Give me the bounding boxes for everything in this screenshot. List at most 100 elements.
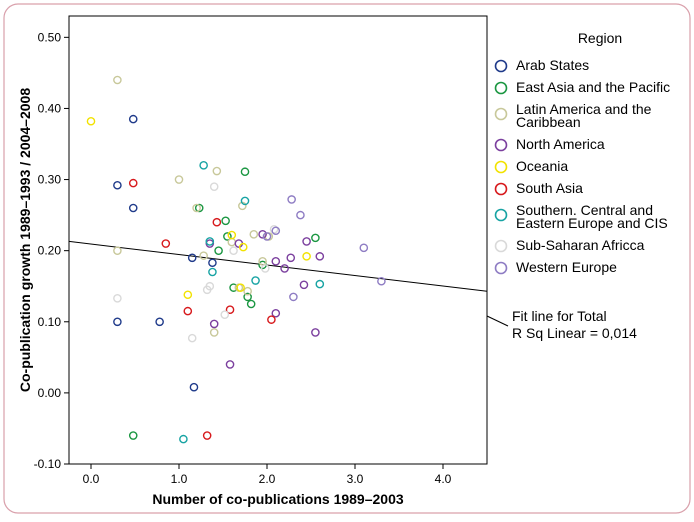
legend-label-7: Sub-Saharan Africca [516,237,645,253]
legend-label-2: Caribbean [516,114,581,130]
fit-line-total [68,240,488,292]
y-tick-label: 0.30 [38,173,62,187]
point-series-3 [271,257,281,266]
x-tick-label: 4.0 [435,472,452,486]
point-series-8 [262,232,272,241]
point-series-2 [192,203,201,213]
point-series-6 [199,161,208,170]
point-series-6 [205,237,215,246]
point-series-1 [243,292,252,302]
point-series-2 [174,175,184,184]
point-series-5 [128,178,138,188]
x-tick-label: 3.0 [347,472,364,486]
x-tick-label: 2.0 [259,472,276,486]
point-series-2 [212,166,222,176]
legend-marker-6 [494,208,508,222]
point-series-7 [269,225,279,234]
point-series-7 [187,333,197,343]
point-series-2 [243,286,252,296]
point-series-5 [161,239,171,248]
point-series-3 [258,230,267,239]
y-tick-label: -0.10 [34,457,62,471]
x-tick-label: 1.0 [171,472,188,486]
legend-marker-2 [494,107,508,121]
point-series-7 [209,182,219,191]
point-series-4 [86,116,96,126]
point-series-5 [212,217,222,227]
point-series-0 [128,203,138,213]
point-series-3 [286,253,296,263]
point-series-5 [225,305,235,314]
legend-marker-1 [494,81,508,95]
point-series-2 [238,201,247,211]
point-series-2 [258,257,267,266]
legend-label-8: Western Europe [516,259,617,275]
y-axis-label: Co-publication growth 1989–1993 / 2004–2… [17,88,33,392]
point-series-0 [208,258,217,268]
legend-label-5: South Asia [516,180,583,196]
point-series-3 [280,264,289,273]
point-series-1 [311,233,320,243]
point-series-1 [128,431,138,440]
y-tick-label: 0.40 [38,101,62,115]
point-series-3 [225,360,235,369]
legend-label-1: East Asia and the Pacific [516,79,670,95]
fit-legend-leader [486,315,509,327]
x-axis-label: Number of co-publications 1989–2003 [152,491,404,507]
y-tick-label: 0.20 [38,244,62,258]
legend-marker-3 [494,138,508,152]
point-series-0 [187,253,197,263]
point-series-7 [113,294,122,303]
point-series-3 [271,308,281,318]
point-series-2 [113,246,122,255]
point-series-3 [315,252,325,261]
point-series-7 [229,246,238,255]
y-tick-label: 0.00 [38,386,62,400]
legend-label-6: Eastern Europe and CIS [516,215,668,231]
point-series-4 [302,252,311,261]
point-series-0 [113,180,122,190]
legend-label-4: Oceania [516,158,568,174]
point-series-2 [113,75,122,85]
point-series-3 [302,237,311,246]
point-series-3 [299,280,309,290]
point-series-2 [209,328,219,337]
plot-area [68,15,488,465]
x-tick-label: 0.0 [83,472,100,486]
point-series-7 [205,281,215,291]
legend-title: Region [578,30,622,46]
fit-legend-label-line-1: Fit line for Total [512,308,607,324]
point-series-8 [271,226,281,236]
point-series-3 [311,328,320,337]
point-series-0 [128,114,138,124]
point-series-2 [199,251,208,260]
legend-label-2: Latin America and the [516,101,652,117]
point-series-4 [236,283,245,292]
point-series-8 [377,276,386,286]
point-series-8 [296,210,305,220]
legend-label-3: North America [516,136,605,152]
point-series-3 [209,319,219,329]
point-series-6 [179,434,188,444]
point-series-6 [251,276,260,285]
point-series-1 [214,246,223,255]
legend-label-0: Arab States [516,57,589,73]
point-series-2 [249,230,259,239]
point-series-7 [220,310,230,319]
point-series-4 [183,290,193,300]
point-series-5 [267,315,276,324]
point-series-8 [287,195,296,204]
point-series-1 [240,167,250,177]
legend-marker-7 [494,239,508,253]
point-series-8 [289,292,298,302]
point-series-6 [315,279,325,289]
legend-marker-5 [494,182,508,196]
point-series-5 [183,306,193,316]
legend-marker-0 [494,59,508,73]
point-series-0 [189,382,199,392]
point-series-1 [223,232,232,241]
point-series-4 [227,230,237,240]
point-series-0 [113,317,122,327]
legend-label-6: Southern. Central and [516,202,653,218]
